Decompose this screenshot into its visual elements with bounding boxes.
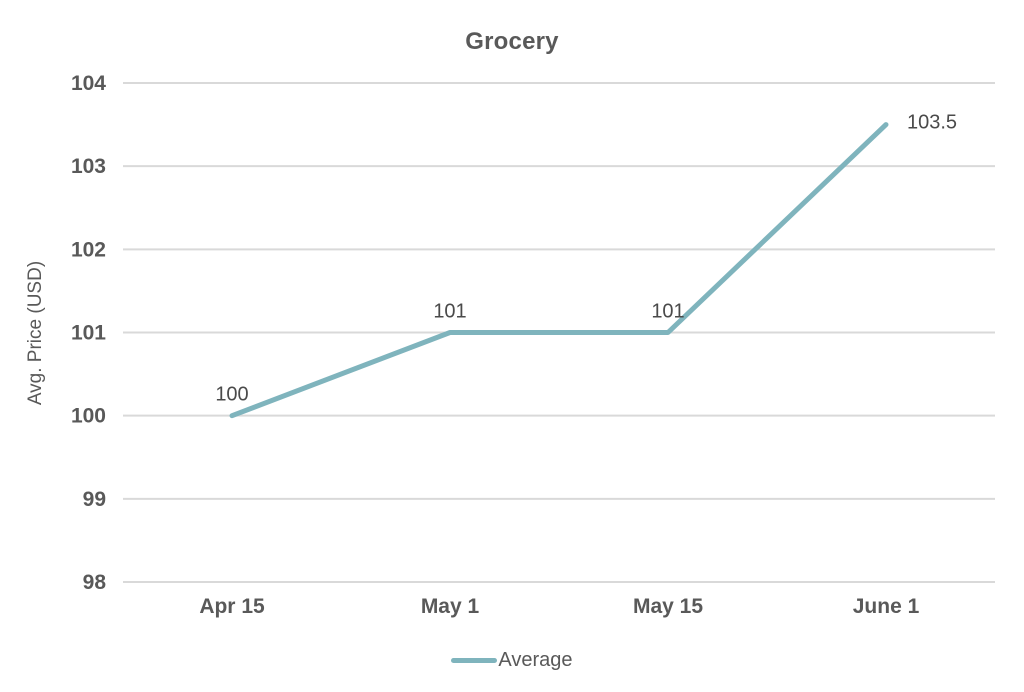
series-line-average: [229, 122, 889, 419]
chart-title: Grocery: [465, 28, 559, 55]
data-point-label: 100: [215, 384, 248, 406]
x-tick-label: May 15: [633, 595, 703, 618]
legend-line-swatch-icon: [451, 658, 498, 663]
y-tick-label: 101: [71, 322, 106, 345]
data-point-labels: 100 101 101 103.5: [215, 112, 957, 406]
y-tick-label: 103: [71, 155, 106, 178]
data-point-label: 101: [433, 301, 466, 323]
y-tick-label: 99: [83, 488, 106, 511]
x-tick-label: Apr 15: [199, 595, 265, 618]
y-tick-label: 102: [71, 238, 106, 261]
data-point-label: 101: [651, 301, 684, 323]
y-tick-label: 98: [83, 571, 107, 594]
y-tick-label: 104: [71, 72, 106, 95]
y-tick-label: 100: [71, 405, 106, 428]
x-axis-tick-labels: Apr 15 May 1 May 15 June 1: [199, 595, 919, 618]
y-axis-tick-labels: 98 99 100 101 102 103 104: [71, 72, 106, 594]
gridlines: [123, 82, 995, 583]
x-tick-label: May 1: [421, 595, 480, 618]
legend: Average: [0, 649, 1024, 672]
legend-label: Average: [498, 649, 573, 671]
data-point-label: 103.5: [907, 112, 957, 134]
x-tick-label: June 1: [853, 595, 920, 618]
